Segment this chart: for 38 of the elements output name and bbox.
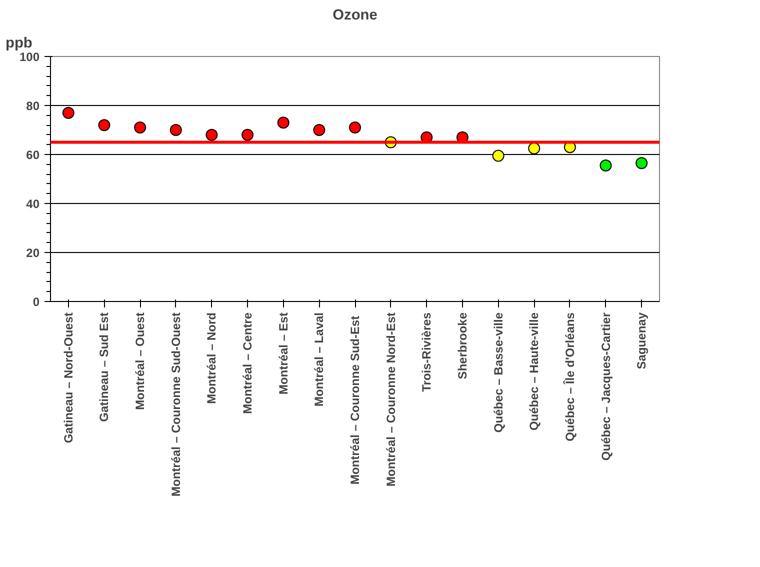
y-tick-label: 80: [26, 99, 40, 113]
y-tick-label: 100: [19, 50, 40, 64]
point: [313, 124, 326, 136]
chart-title: Ozone: [332, 8, 378, 24]
x-tick-label: Québec – Jacques-Cartier: [598, 312, 613, 461]
y-tick-label: 0: [32, 295, 40, 309]
x-tick-label: Sherbrooke: [455, 312, 470, 380]
x-tick-label: Gatineau – Sud Est: [97, 312, 112, 422]
point: [170, 124, 182, 136]
y-tick-label: 60: [26, 148, 40, 162]
x-tick-label: Montréal – Couronne Sud-Ouest: [168, 312, 183, 497]
x-tick-label: Québec – Haute-ville: [527, 312, 542, 431]
x-tick-label: Gatineau – Nord-Ouest: [61, 312, 76, 444]
x-tick-label: Québec – Basse-ville: [491, 312, 506, 433]
x-tick-label: Montréal – Est: [276, 312, 290, 395]
point: [134, 122, 146, 134]
y-axis-title: ppb: [6, 36, 32, 52]
x-tick-label: Montréal – Couronne Sud-Est: [348, 316, 362, 485]
x-tick-label: Montréal – Nord: [204, 312, 219, 404]
point: [528, 142, 540, 154]
point: [636, 157, 648, 170]
x-tick-label: Trois-Rivières: [420, 312, 434, 392]
point: [62, 106, 74, 119]
point: [600, 160, 612, 172]
x-tick-label: Montréal – Ouest: [133, 312, 148, 410]
point: [492, 150, 504, 162]
y-tick-label: 20: [26, 246, 40, 260]
point: [98, 119, 110, 132]
point: [277, 116, 290, 129]
x-tick-label: Saguenay: [634, 312, 649, 370]
x-tick-label: Montréal – Couronne Nord-Est: [384, 312, 398, 487]
x-tick-label: Montréal – Centre: [240, 312, 255, 414]
point: [349, 122, 361, 134]
x-tick-label: Montréal – Laval: [312, 312, 326, 407]
point: [242, 128, 254, 141]
y-tick-label: 40: [26, 197, 40, 211]
x-tick-label: Québec – Île d'Orléans: [562, 312, 577, 442]
point: [206, 128, 218, 141]
